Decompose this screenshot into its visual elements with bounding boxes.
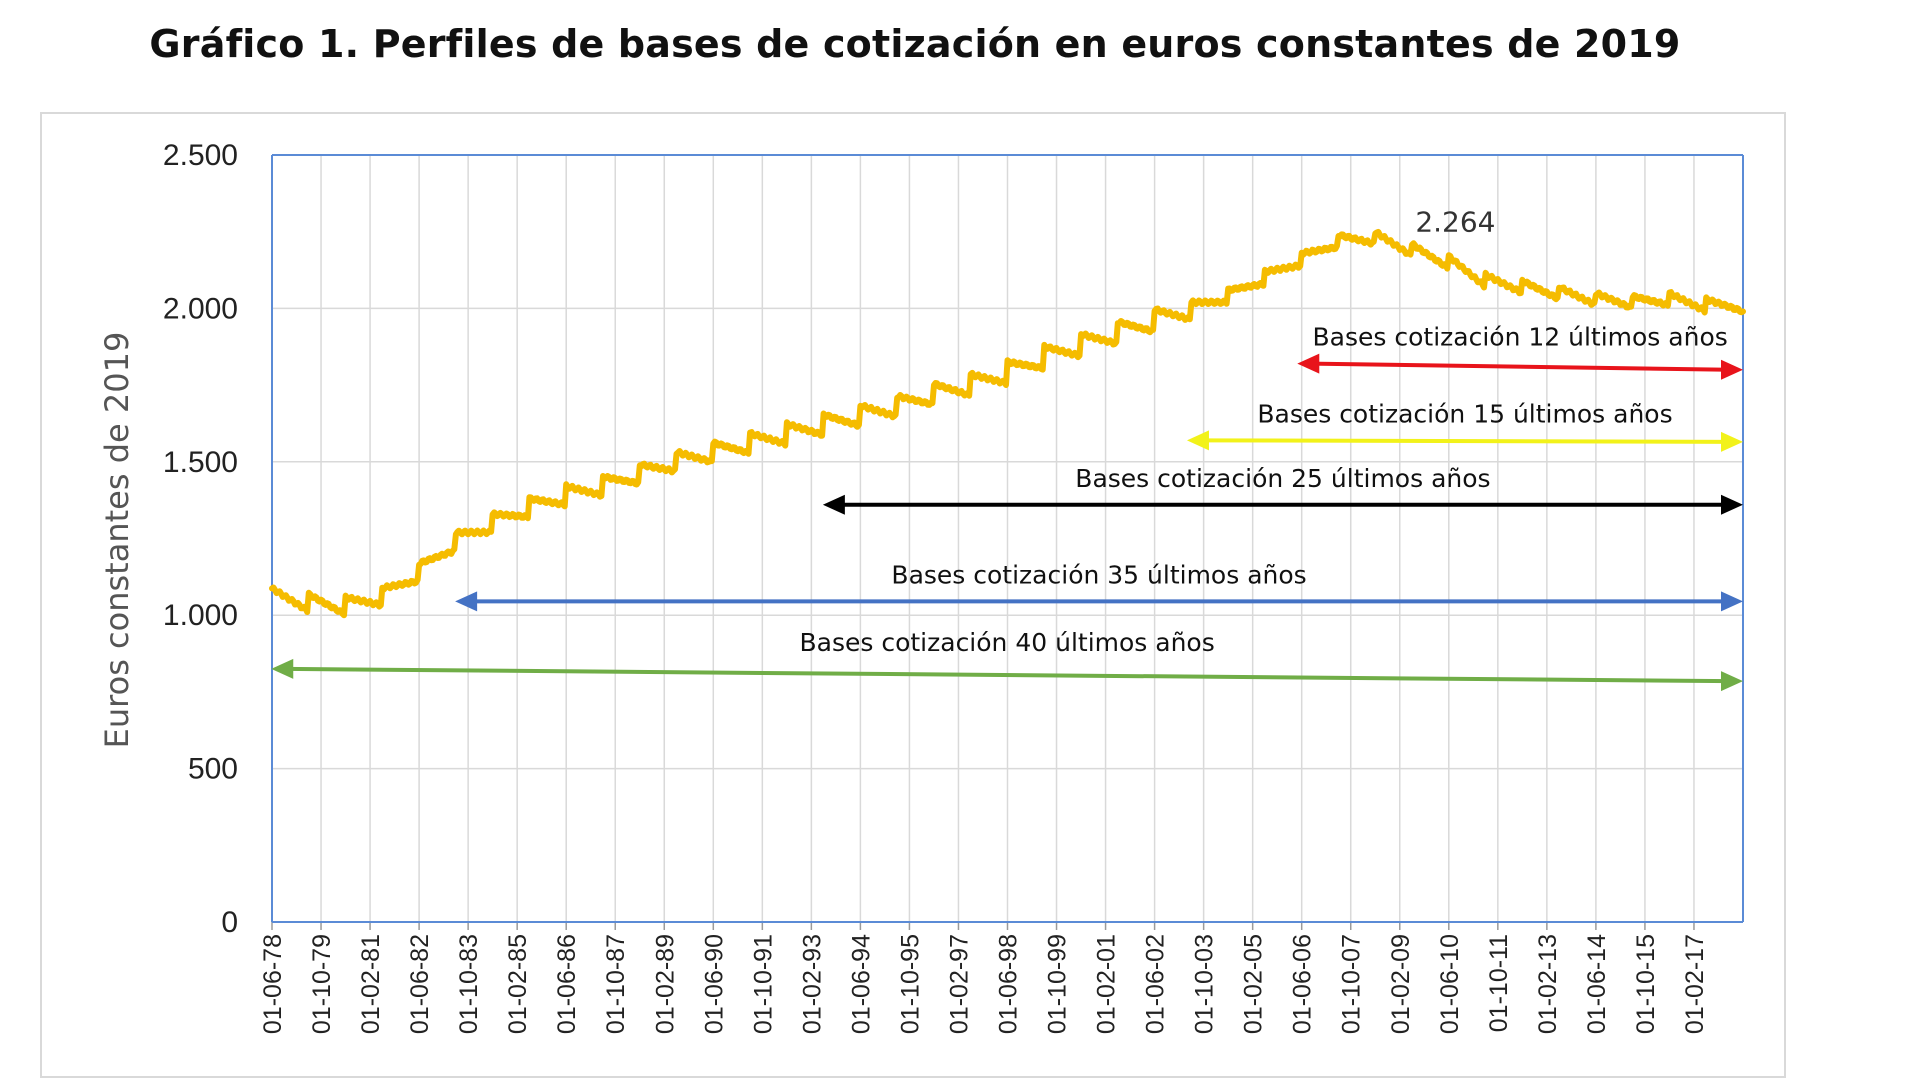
x-tick-label: 01-10-11 [1485,934,1513,1032]
range-arrow-head-right [1721,359,1743,380]
range-arrow-head-left [1186,430,1209,451]
x-tick-label: 01-06-78 [259,934,287,1034]
range-arrow-head-right [1721,671,1743,692]
range-arrow-head-left [271,658,294,679]
x-tick-label: 01-10-83 [455,934,483,1034]
range-label: Bases cotización 15 últimos años [1257,399,1672,428]
range-arrow-head-right [1721,494,1743,515]
x-tick-label: 01-02-17 [1681,934,1709,1034]
x-tick-label: 01-06-90 [700,934,728,1034]
gridlines [271,154,1743,930]
x-tick-label: 01-02-05 [1240,934,1268,1034]
series-layer [269,228,1746,619]
x-tick-label: 01-06-86 [553,934,581,1034]
range-label: Bases cotización 40 últimos años [799,628,1214,657]
range-arrow-shaft [1200,438,1730,444]
series-line [269,228,1746,619]
range-arrow-head-right [1721,591,1743,612]
x-tick-label: 01-06-94 [847,934,875,1034]
x-tick-label: 01-02-09 [1387,934,1415,1034]
x-tick-label: 01-10-91 [749,934,777,1034]
range-arrow-head-left [1297,353,1320,374]
x-tick-label: 01-02-85 [504,934,532,1034]
y-tick-label: 0 [221,906,238,939]
x-tick-label: 01-06-10 [1436,934,1464,1034]
range-arrow-head-left [822,494,845,515]
range-arrow-shaft [285,666,1730,684]
x-tick-label: 01-10-99 [1044,934,1072,1034]
y-tick-label: 1.500 [163,446,238,479]
x-tick-label: 01-10-95 [896,934,924,1034]
y-tick-label: 500 [188,753,238,786]
x-tick-label: 01-06-02 [1142,934,1170,1034]
x-tick-label: 01-06-14 [1583,934,1611,1034]
chart-frame [40,112,1786,1078]
range-arrows: Bases cotización 12 últimos años Bases co… [271,323,1743,692]
x-tick-label: 01-02-13 [1534,934,1562,1034]
range-arrow-shaft [1311,361,1730,372]
range-label: Bases cotización 12 últimos años [1313,323,1728,352]
range-arrow-head-right [1721,431,1743,452]
x-tick-labels: 01-06-78 01-10-79 01-02-81 01-06-82 01-10-83… [259,934,1709,1034]
x-tick-label: 01-10-87 [602,934,630,1034]
range-label: Bases cotización 25 últimos años [1075,464,1490,493]
x-tick-label: 01-06-06 [1289,934,1317,1034]
x-tick-label: 01-02-81 [357,934,385,1034]
y-tick-label: 2.500 [163,139,238,172]
y-tick-label: 1.000 [163,599,238,632]
chart-title: Gráfico 1. Perfiles de bases de cotizaci… [149,22,1681,66]
plot-frame [271,154,1744,923]
x-tick-label: 01-10-07 [1338,934,1366,1034]
range-arrow-head-left [455,591,478,612]
x-tick-label: 01-02-89 [651,934,679,1034]
x-tick-label: 01-02-01 [1093,934,1121,1034]
x-tick-label: 01-02-97 [945,934,973,1034]
x-tick-label: 01-06-98 [995,934,1023,1034]
y-tick-labels: 0 500 1.000 1.500 2.000 2.500 [163,139,238,939]
x-tick-label: 01-02-93 [798,934,826,1034]
x-tick-label: 01-06-82 [406,934,434,1034]
peak-annotation: 2.264 [1415,205,1495,238]
x-tick-label: 01-10-03 [1191,934,1219,1034]
y-axis-label: Euros constantes de 2019 [98,332,136,749]
y-tick-label: 2.000 [163,292,238,325]
x-tick-label: 01-10-15 [1632,934,1660,1034]
x-tick-label: 01-10-79 [308,934,336,1034]
range-label: Bases cotización 35 últimos años [891,560,1306,589]
